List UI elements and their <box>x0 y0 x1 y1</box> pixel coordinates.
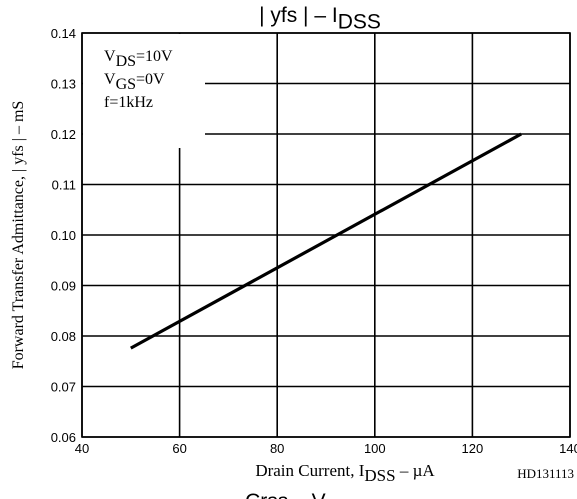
x-axis-label: Drain Current, IDSS – µA <box>255 461 435 485</box>
data-line <box>130 132 522 350</box>
chart-title: | yfs | – IDSS <box>259 4 381 33</box>
y-tick-label: 0.06 <box>51 430 76 445</box>
annotation-main: V <box>104 71 116 88</box>
y-tick-label: 0.11 <box>52 178 76 193</box>
y-tick-label: 0.08 <box>51 329 76 344</box>
next-chart-title-main: Crss – V <box>245 490 326 499</box>
next-chart-title-sub: DS <box>326 496 355 499</box>
y-tick-label: 0.12 <box>51 127 76 142</box>
y-tick-label: 0.13 <box>51 77 76 92</box>
x-axis-label-main: Drain Current, I <box>255 461 364 480</box>
annotation: VDS=10V <box>104 48 173 70</box>
y-axis-label: Forward Transfer Admittance, | yfs | – m… <box>10 101 27 370</box>
annotation-main: f=1kHz <box>104 94 153 111</box>
x-axis-label-tail: – µA <box>396 461 436 480</box>
annotation-box <box>83 34 205 148</box>
x-tick-label: 80 <box>270 441 284 456</box>
x-tick-label: 100 <box>364 441 386 456</box>
annotation: VGS=0V <box>104 71 165 93</box>
x-tick-label: 140 <box>559 441 577 456</box>
y-tick-label: 0.10 <box>51 228 76 243</box>
annotation-main: V <box>104 48 116 65</box>
annotation-sub: DS <box>116 53 136 70</box>
x-tick-label: 40 <box>75 441 89 456</box>
annotation-tail: =0V <box>136 71 165 88</box>
annotation-sub: GS <box>116 76 136 93</box>
figure-code: HD131113 <box>517 466 574 481</box>
chart-title-main: | yfs | – I <box>259 4 338 27</box>
y-tick-label: 0.07 <box>51 380 76 395</box>
next-chart-title: Crss – VDS <box>245 490 355 499</box>
y-tick-label: 0.09 <box>51 279 76 294</box>
y-tick-label: 0.14 <box>51 26 76 41</box>
x-tick-label: 60 <box>172 441 186 456</box>
x-tick-label: 120 <box>462 441 484 456</box>
annotation: f=1kHz <box>104 94 153 111</box>
plot-frame <box>81 32 571 438</box>
annotation-tail: =10V <box>136 48 173 65</box>
chart-title-sub: DSS <box>338 10 381 33</box>
x-axis-label-sub: DSS <box>364 466 395 485</box>
